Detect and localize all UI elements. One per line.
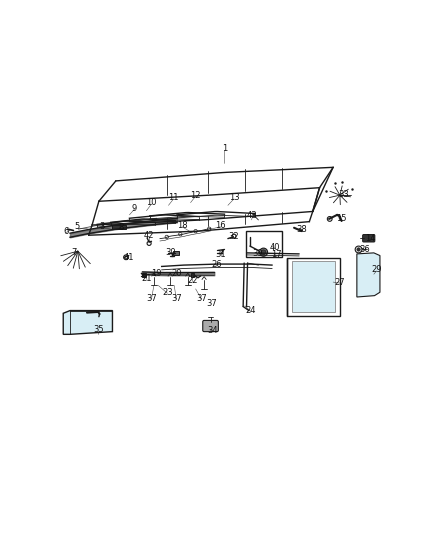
Text: 27: 27	[335, 278, 345, 287]
Text: 6: 6	[63, 228, 68, 236]
Text: 32: 32	[229, 232, 239, 241]
Text: 20: 20	[171, 269, 181, 278]
FancyBboxPatch shape	[203, 320, 219, 332]
Text: 10: 10	[146, 198, 157, 207]
FancyBboxPatch shape	[142, 273, 146, 277]
Text: 38: 38	[297, 224, 307, 233]
Text: 19: 19	[151, 269, 161, 278]
Text: 3: 3	[99, 222, 105, 231]
FancyBboxPatch shape	[191, 273, 194, 277]
Text: 12: 12	[191, 191, 201, 200]
Text: 33: 33	[339, 190, 350, 199]
Text: 31: 31	[216, 251, 226, 260]
Text: 7: 7	[71, 248, 77, 257]
Text: 37: 37	[171, 294, 182, 303]
Text: 29: 29	[371, 265, 382, 274]
Text: 26: 26	[212, 260, 223, 269]
Text: 35: 35	[93, 325, 103, 334]
Text: 17: 17	[271, 250, 282, 259]
Text: 37: 37	[196, 294, 207, 303]
Text: 9: 9	[132, 204, 137, 213]
Text: 22: 22	[187, 276, 198, 285]
Text: 24: 24	[246, 306, 256, 315]
Text: 18: 18	[177, 221, 187, 230]
Polygon shape	[63, 311, 113, 334]
FancyBboxPatch shape	[363, 235, 375, 242]
Text: 37: 37	[206, 300, 217, 308]
Text: 41: 41	[124, 253, 134, 262]
FancyBboxPatch shape	[287, 257, 340, 316]
Text: 14: 14	[365, 234, 376, 243]
Text: 16: 16	[215, 221, 226, 230]
FancyBboxPatch shape	[246, 231, 282, 257]
FancyBboxPatch shape	[293, 261, 335, 312]
Text: 13: 13	[229, 193, 239, 203]
Text: 15: 15	[336, 214, 347, 223]
Text: 8: 8	[118, 223, 124, 232]
Text: 43: 43	[247, 211, 258, 220]
Circle shape	[259, 248, 268, 256]
Text: 1: 1	[222, 144, 227, 153]
Text: 34: 34	[207, 326, 218, 335]
FancyBboxPatch shape	[173, 251, 179, 255]
Circle shape	[357, 248, 360, 251]
Text: 37: 37	[146, 294, 157, 303]
Text: 36: 36	[359, 245, 370, 254]
Text: 30: 30	[166, 248, 176, 257]
Text: 23: 23	[162, 288, 173, 297]
FancyBboxPatch shape	[113, 225, 126, 229]
Text: 5: 5	[74, 222, 79, 231]
Circle shape	[261, 250, 266, 255]
Text: 40: 40	[269, 243, 280, 252]
Polygon shape	[357, 253, 380, 297]
Text: 11: 11	[168, 193, 179, 203]
Text: 21: 21	[142, 274, 152, 283]
Text: 42: 42	[144, 231, 154, 240]
Text: 39: 39	[252, 249, 263, 259]
